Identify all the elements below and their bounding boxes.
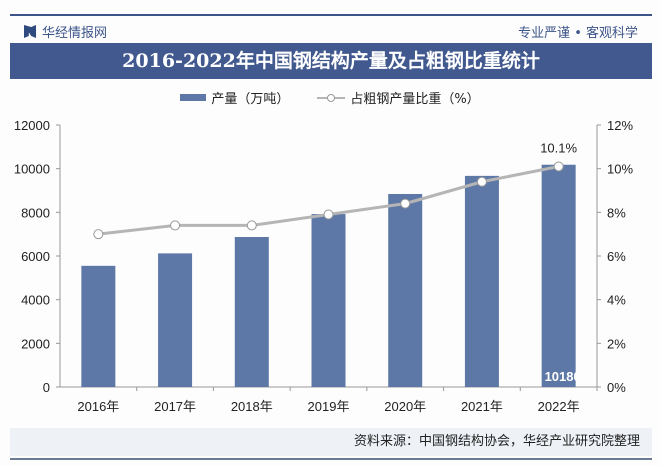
left-tick-label: 4000	[21, 293, 50, 308]
right-tick-label: 12%	[607, 118, 633, 133]
x-tick-label: 2016年	[77, 399, 119, 414]
left-tick-label: 2000	[21, 336, 50, 351]
bar-2017年	[158, 253, 193, 387]
right-tick-label: 4%	[607, 293, 626, 308]
x-tick-label: 2019年	[308, 399, 350, 414]
ratio-point-2019年	[323, 209, 334, 220]
chart-plot: 0 2000 4000 6000 8000 10000 12000 0% 2% 4% 6% 8% 10%…	[14, 118, 634, 414]
bar-2020年	[388, 193, 423, 387]
ratio-point-2016年	[93, 229, 104, 240]
legend-bar-swatch	[180, 94, 207, 101]
ratio-point-2020年	[400, 198, 411, 209]
right-tick-label: 6%	[607, 249, 626, 264]
bar-2019年	[311, 214, 346, 387]
right-tick-label: 8%	[607, 205, 626, 220]
bar-2021年	[464, 175, 499, 387]
bar-2018年	[234, 237, 269, 387]
source-note: 资料来源：中国钢结构协会，华经产业研究院整理	[10, 428, 652, 456]
chart-title: 2016-2022年中国钢结构产量及占粗钢比重统计	[10, 43, 652, 79]
bar-2016年	[81, 265, 116, 387]
ratio-point-2022年	[553, 161, 564, 172]
x-tick-label: 2018年	[231, 399, 273, 414]
legend: 产量（万吨） 占粗钢产量比重（%）	[0, 88, 660, 107]
right-tick-label: 10%	[607, 162, 633, 177]
slogan: 专业严谨 • 客观科学	[518, 26, 638, 41]
legend-bar-label: 产量（万吨）	[211, 92, 290, 107]
ratio-point-2021年	[476, 176, 487, 187]
left-tick-label: 10000	[14, 162, 50, 177]
bar-2022年	[541, 164, 576, 387]
left-tick-label: 12000	[14, 118, 50, 133]
x-tick-label: 2017年	[154, 399, 196, 414]
top-divider	[10, 14, 652, 16]
legend-line-swatch	[317, 93, 346, 102]
logo-icon	[24, 25, 36, 38]
x-tick-label: 2021年	[461, 399, 503, 414]
line-data-label: 10.1%	[540, 140, 577, 155]
right-tick-label: 0%	[607, 380, 626, 395]
x-tick-label: 2022年	[538, 399, 580, 414]
legend-line-label: 占粗钢产量比重（%）	[350, 92, 480, 107]
bar-data-label: 10180	[545, 369, 581, 384]
left-tick-label: 0	[43, 380, 50, 395]
right-tick-label: 2%	[607, 336, 626, 351]
left-tick-label: 6000	[21, 249, 50, 264]
brand: 华经情报网	[24, 22, 107, 41]
brand-name: 华经情报网	[42, 26, 108, 41]
legend-line: 占粗钢产量比重（%）	[317, 88, 480, 107]
left-tick-label: 8000	[21, 205, 50, 220]
bottom-divider	[10, 458, 652, 460]
x-tick-label: 2020年	[384, 399, 426, 414]
ratio-point-2017年	[170, 220, 181, 231]
legend-bar: 产量（万吨）	[180, 88, 289, 107]
ratio-point-2018年	[246, 220, 257, 231]
